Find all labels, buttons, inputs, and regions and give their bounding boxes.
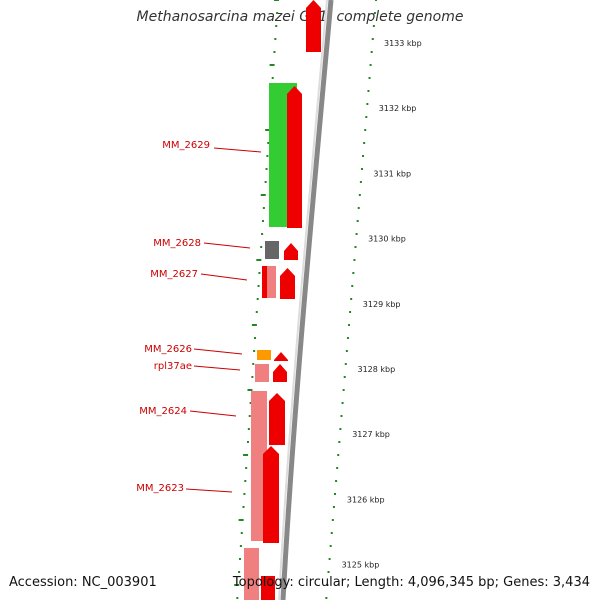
forward-cds-arrow — [274, 352, 288, 361]
backbone-arc — [280, 0, 334, 600]
label-leader-line — [185, 488, 233, 493]
gene-label-mm_2628: MM_2628 — [153, 238, 201, 249]
outer-tick-ring — [325, 0, 377, 599]
features-track — [244, 0, 321, 600]
forward-cds-bar — [261, 576, 275, 600]
forward-cds-arrow — [269, 393, 285, 445]
reverse-cds-bar — [255, 364, 269, 382]
label-leader-line — [189, 410, 237, 417]
accession-text: Accession: NC_003901 — [9, 575, 157, 590]
genome-summary-text: Topology: circular; Length: 4,096,345 bp… — [232, 575, 590, 590]
kbp-label: 3127 kbp — [352, 430, 390, 439]
kbp-label: 3125 kbp — [342, 561, 380, 570]
gene-label-rpl37ae: rpl37ae — [154, 361, 192, 372]
inner-tick-ring — [234, 0, 279, 599]
forward-cds-arrow — [306, 0, 321, 52]
gene-label-mm_2627: MM_2627 — [150, 269, 198, 280]
reverse-cds-bar — [244, 548, 259, 600]
forward-cds-arrow — [273, 364, 287, 382]
kbp-label: 3130 kbp — [368, 235, 406, 244]
kbp-labels: 3133 kbp 3132 kbp 3131 kbp 3130 kbp 3129 kbp… — [342, 39, 422, 570]
backbone-highlight — [278, 0, 328, 600]
gene-label-mm_2624: MM_2624 — [139, 406, 187, 417]
label-leader-line — [200, 273, 248, 281]
forward-cds-arrow — [280, 268, 295, 299]
label-leader-line — [193, 348, 243, 355]
kbp-label: 3132 kbp — [379, 104, 417, 113]
forward-cds-bar — [262, 266, 267, 298]
forward-cds-arrow — [263, 446, 279, 543]
kbp-label: 3126 kbp — [347, 495, 385, 504]
kbp-label: 3133 kbp — [384, 39, 422, 48]
label-leader-line — [213, 147, 262, 153]
kbp-label: 3131 kbp — [373, 169, 411, 178]
map-title: Methanosarcina mazei Go1, complete genom… — [136, 9, 464, 25]
gray-feature-bar — [265, 241, 279, 259]
forward-cds-arrow — [287, 86, 302, 228]
gene-labels: MM_2629 MM_2628 MM_2627 MM_2626 rpl37ae MM_26… — [136, 140, 262, 494]
gene-label-mm_2623: MM_2623 — [136, 483, 184, 494]
label-leader-line — [203, 242, 251, 249]
kbp-label: 3129 kbp — [363, 300, 401, 309]
kbp-label: 3128 kbp — [358, 365, 396, 374]
gene-label-mm_2626: MM_2626 — [144, 344, 192, 355]
gene-label-mm_2629: MM_2629 — [162, 140, 210, 151]
forward-cds-arrow — [284, 243, 298, 260]
orange-feature-bar — [257, 350, 271, 360]
label-leader-line — [193, 365, 241, 371]
